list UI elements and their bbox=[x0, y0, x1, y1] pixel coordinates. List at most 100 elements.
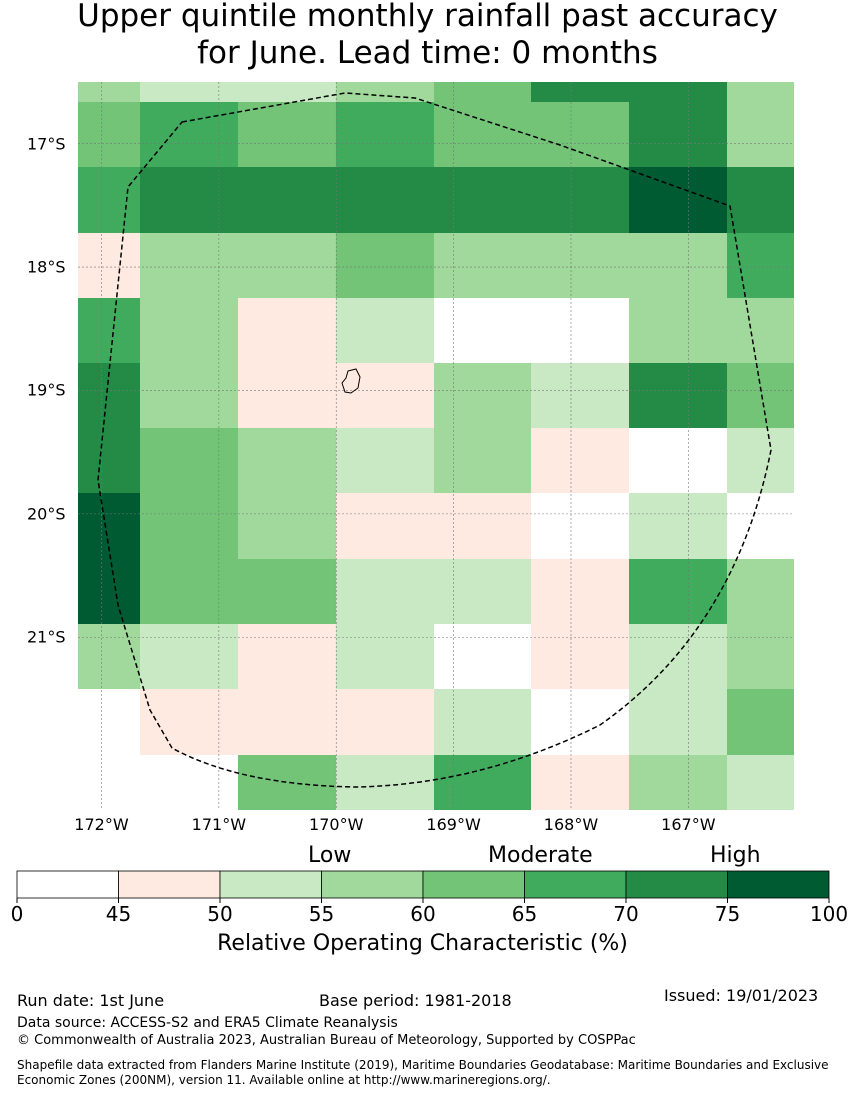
longitude-tick-label: 168°W bbox=[543, 815, 599, 834]
grid-cell bbox=[238, 624, 336, 689]
grid-cell bbox=[434, 689, 531, 755]
eez-boundary bbox=[97, 92, 772, 788]
grid-cell bbox=[336, 689, 434, 755]
grid-cell bbox=[727, 755, 794, 810]
grid-cell bbox=[238, 428, 336, 493]
colorbar-segment bbox=[524, 870, 627, 899]
grid-cell bbox=[434, 82, 531, 102]
grid-cell bbox=[727, 428, 794, 493]
grid-cell bbox=[531, 363, 629, 428]
colorbar-tick-label: 75 bbox=[714, 902, 741, 926]
grid-cell bbox=[434, 298, 531, 363]
grid-cell bbox=[238, 689, 336, 755]
grid-cell bbox=[238, 102, 336, 167]
colorbar-tick-label: 45 bbox=[105, 902, 132, 926]
grid-cell bbox=[531, 559, 629, 624]
grid-cell bbox=[78, 559, 140, 624]
shapefile-note: Shapefile data extracted from Flanders M… bbox=[17, 1058, 829, 1087]
grid-cell bbox=[336, 82, 434, 102]
grid-cell bbox=[336, 493, 434, 559]
grid-cell bbox=[727, 363, 794, 428]
grid-cell bbox=[140, 624, 238, 689]
colorbar-low-label: Low bbox=[308, 843, 352, 868]
grid-cell bbox=[531, 689, 629, 755]
issued-date: Issued: 19/01/2023 bbox=[664, 986, 819, 1005]
colorbar bbox=[16, 870, 830, 903]
longitude-tick-label: 172°W bbox=[74, 815, 129, 834]
grid-cell bbox=[629, 755, 727, 810]
colorbar-segment bbox=[16, 870, 119, 899]
grid-cell bbox=[140, 363, 238, 428]
grid-cell bbox=[531, 167, 629, 233]
grid-cell bbox=[336, 559, 434, 624]
grid-cell bbox=[336, 167, 434, 233]
colorbar-segment bbox=[422, 870, 525, 899]
grid-cell bbox=[727, 102, 794, 167]
grid-cell bbox=[140, 167, 238, 233]
grid-cell bbox=[140, 493, 238, 559]
grid-cell bbox=[434, 102, 531, 167]
grid-cell bbox=[238, 363, 336, 428]
grid-cell bbox=[629, 102, 727, 167]
grid-cell bbox=[629, 689, 727, 755]
colorbar-tick-label: 0 bbox=[10, 902, 24, 926]
grid-cell bbox=[238, 298, 336, 363]
grid-cell bbox=[78, 167, 140, 233]
longitude-tick-label: 167°W bbox=[661, 815, 716, 834]
longitude-tick-label: 170°W bbox=[309, 815, 364, 834]
grid-cell bbox=[727, 82, 794, 102]
grid-cell bbox=[629, 493, 727, 559]
grid-cell bbox=[238, 233, 336, 298]
grid-cell bbox=[531, 298, 629, 363]
grid-cell bbox=[336, 298, 434, 363]
grid-cell bbox=[629, 559, 727, 624]
grid-cell bbox=[238, 559, 336, 624]
grid-cell bbox=[140, 755, 238, 810]
colorbar-tick-label: 70 bbox=[613, 902, 639, 926]
grid-cell bbox=[727, 689, 794, 755]
grid-cell bbox=[629, 82, 727, 102]
colorbar-segment bbox=[625, 870, 728, 899]
grid-cell bbox=[78, 755, 140, 810]
run-date: Run date: 1st June bbox=[17, 991, 165, 1010]
copyright: © Commonwealth of Australia 2023, Austra… bbox=[17, 1033, 636, 1048]
grid-cell bbox=[531, 82, 629, 102]
grid-cell bbox=[140, 689, 238, 755]
map-title: Upper quintile monthly rainfall past acc… bbox=[0, 0, 855, 72]
latitude-tick-label: 20°S bbox=[27, 504, 66, 524]
grid-cell bbox=[434, 755, 531, 810]
grid-cell bbox=[238, 493, 336, 559]
colorbar-tick-label: 60 bbox=[410, 902, 436, 926]
grid-cell bbox=[140, 298, 238, 363]
grid-cell bbox=[727, 624, 794, 689]
base-period: Base period: 1981-2018 bbox=[319, 991, 512, 1010]
grid-cell bbox=[531, 493, 629, 559]
colorbar-tick-label: 55 bbox=[308, 902, 335, 926]
grid-cell bbox=[629, 298, 727, 363]
grid-cell bbox=[336, 102, 434, 167]
grid-cell bbox=[629, 428, 727, 493]
colorbar-tick-label: 65 bbox=[511, 902, 538, 926]
grid-cell bbox=[78, 102, 140, 167]
longitude-tick-label: 169°W bbox=[426, 815, 481, 834]
grid-cell bbox=[531, 428, 629, 493]
colorbar-tick-label: 50 bbox=[207, 902, 233, 926]
colorbar-segment bbox=[219, 870, 322, 899]
grid-cell bbox=[238, 167, 336, 233]
grid-cell bbox=[336, 233, 434, 298]
grid-cell bbox=[531, 624, 629, 689]
latitude-tick-label: 18°S bbox=[27, 257, 66, 277]
grid-cell bbox=[238, 82, 336, 102]
title-line-2: for June. Lead time: 0 months bbox=[197, 35, 658, 71]
grid-cell bbox=[140, 82, 238, 102]
grid-cell bbox=[629, 233, 727, 298]
grid-cell bbox=[727, 559, 794, 624]
colorbar-moderate-label: Moderate bbox=[488, 843, 593, 868]
grid-cell bbox=[140, 102, 238, 167]
grid-cell bbox=[336, 363, 434, 428]
grid-cell bbox=[727, 493, 794, 559]
grid-cell bbox=[140, 428, 238, 493]
grid-cell bbox=[531, 102, 629, 167]
grid-cell bbox=[336, 428, 434, 493]
